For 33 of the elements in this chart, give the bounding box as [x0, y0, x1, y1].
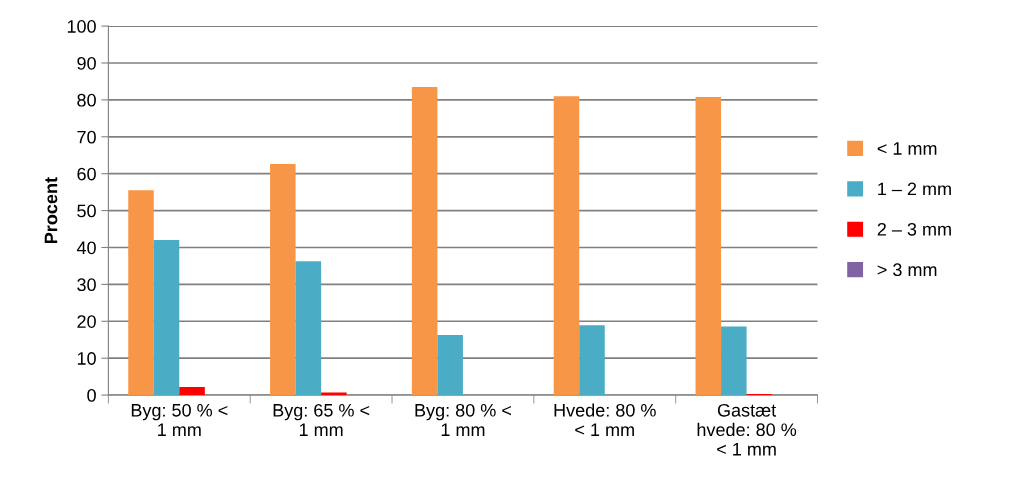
- y-tick-label: 80: [77, 93, 96, 107]
- y-axis-title: Procent: [44, 177, 58, 243]
- y-tick-label: 90: [77, 56, 96, 70]
- legend-label: > 3 mm: [877, 263, 937, 277]
- y-tick-label: 40: [76, 241, 96, 255]
- y-tick-label: 30: [77, 278, 96, 292]
- legend-label: 2 – 3 mm: [877, 222, 951, 236]
- bar: [411, 86, 438, 396]
- y-tick-label: 100: [67, 20, 96, 33]
- bar: [695, 96, 722, 396]
- bar: [270, 164, 296, 396]
- bar: [153, 240, 180, 396]
- bar: [179, 386, 205, 396]
- bar: [553, 96, 580, 396]
- x-tick-label: Hvede: 80 % < 1 mm: [554, 403, 656, 436]
- y-tick-label: 10: [77, 352, 96, 365]
- y-tick-label: 70: [77, 130, 96, 144]
- y-tick-label: 0: [87, 389, 96, 402]
- y-tick-label: 20: [77, 315, 96, 328]
- y-tick-label: 60: [77, 167, 96, 181]
- bar: [321, 392, 347, 396]
- bar: [437, 334, 463, 396]
- x-tick-label: Byg: 80 % < 1 mm: [415, 403, 511, 436]
- y-tick-label: 50: [77, 204, 96, 218]
- x-tick-label: Gastæt hvede: 80 % < 1 mm: [697, 403, 797, 456]
- legend-label: < 1 mm: [877, 142, 937, 155]
- bar: [295, 261, 322, 396]
- x-tick-label: Byg: 50 % < 1 mm: [131, 403, 228, 436]
- bar: [721, 326, 747, 396]
- bar: [579, 325, 605, 396]
- x-tick-label: Byg: 65 % < 1 mm: [273, 403, 370, 436]
- bar: [128, 190, 154, 396]
- legend-label: 1 – 2 mm: [878, 182, 951, 196]
